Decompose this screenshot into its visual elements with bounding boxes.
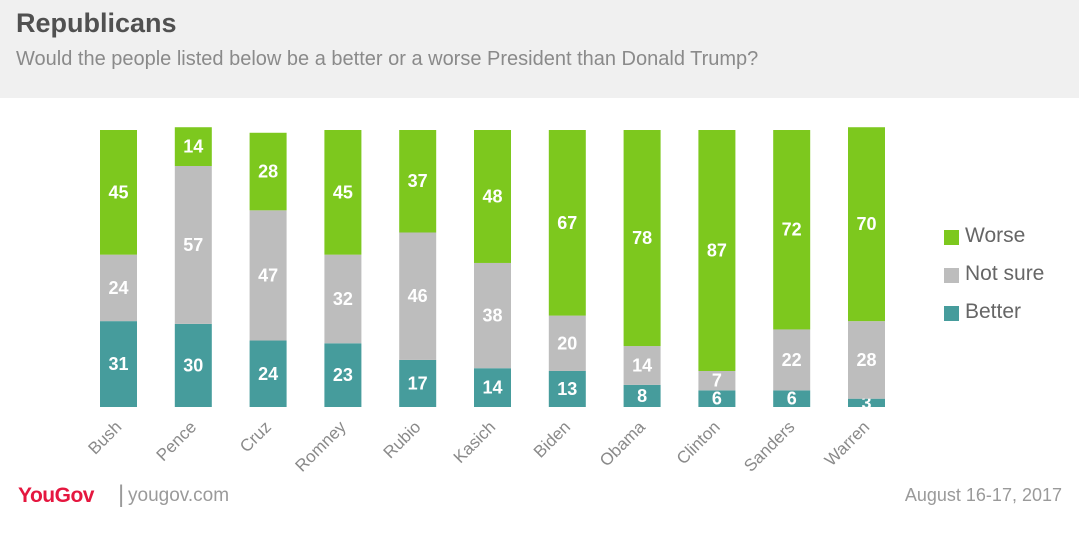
category-label-clinton: Clinton [673, 417, 724, 468]
data-label-bush-not-sure: 24 [108, 278, 128, 298]
category-label-pence: Pence [153, 417, 201, 465]
data-label-kasich-better: 14 [482, 378, 502, 398]
legend-label-better: Better [965, 300, 1022, 323]
bar-obama-worse [623, 130, 661, 347]
bar-obama-not-sure [623, 346, 661, 385]
data-label-cruz-better: 24 [258, 364, 278, 384]
bar-obama-better [623, 384, 661, 407]
data-label-pence-worse: 14 [183, 137, 203, 157]
data-label-clinton-better: 6 [712, 389, 722, 409]
category-label-kasich: Kasich [450, 417, 500, 467]
data-label-romney-worse: 45 [333, 182, 353, 202]
data-label-biden-worse: 67 [557, 213, 577, 233]
chart-subtitle: Would the people listed below be a bette… [16, 48, 759, 70]
data-label-sanders-better: 6 [787, 389, 797, 409]
bar-clinton-not-sure [698, 370, 736, 391]
bar-pence-better [174, 323, 212, 407]
category-label-romney: Romney [292, 417, 351, 476]
data-label-romney-better: 23 [333, 365, 353, 385]
category-label-bush: Bush [84, 417, 125, 458]
legend-label-worse: Worse [965, 224, 1026, 247]
data-label-kasich-worse: 48 [482, 186, 502, 206]
bar-romney-not-sure [324, 254, 362, 344]
bar-cruz-not-sure [249, 210, 287, 341]
data-label-warren-worse: 70 [856, 214, 876, 234]
bar-warren-worse [848, 127, 885, 322]
data-label-obama-better: 8 [637, 386, 647, 406]
data-label-cruz-worse: 28 [258, 162, 278, 182]
data-label-warren-better: 3 [861, 393, 871, 413]
legend-label-not-sure: Not sure [965, 262, 1045, 285]
data-label-biden-better: 13 [557, 379, 577, 399]
bar-clinton-better [698, 390, 736, 407]
data-label-obama-worse: 78 [632, 228, 652, 248]
category-label-rubio: Rubio [380, 417, 425, 462]
category-label-sanders: Sanders [740, 417, 798, 475]
bar-kasich-worse [474, 130, 511, 263]
bar-rubio-worse [399, 130, 437, 233]
bar-romney-better [324, 343, 362, 407]
data-label-pence-not-sure: 57 [183, 235, 203, 255]
yougov-logo: YouGov [18, 484, 94, 507]
bar-pence-not-sure [174, 166, 212, 324]
data-label-warren-not-sure: 28 [856, 350, 876, 370]
data-label-bush-better: 31 [108, 354, 128, 374]
bar-bush-not-sure [100, 254, 137, 322]
category-label-warren: Warren [821, 417, 873, 469]
data-label-clinton-worse: 87 [707, 240, 727, 260]
legend-swatch-better [944, 306, 959, 321]
bar-kasich-better [474, 368, 511, 407]
bar-romney-worse [324, 130, 362, 255]
footer-date: August 16-17, 2017 [904, 485, 1062, 505]
data-label-romney-not-sure: 32 [333, 289, 353, 309]
bar-kasich-not-sure [474, 262, 511, 369]
header-band: Republicans Would the people listed belo… [0, 0, 1079, 98]
chart-title: Republicans [16, 8, 177, 38]
data-label-clinton-not-sure: 7 [712, 371, 722, 391]
bar-cruz-better [249, 340, 287, 407]
bar-bush-worse [100, 130, 137, 255]
bar-bush-better [100, 321, 137, 407]
bar-biden-not-sure [548, 315, 586, 371]
bar-pence-worse [174, 127, 212, 167]
data-label-rubio-better: 17 [408, 373, 428, 393]
data-label-pence-better: 30 [183, 355, 203, 375]
bar-cruz-worse [249, 132, 287, 211]
data-label-cruz-not-sure: 47 [258, 265, 278, 285]
bar-rubio-not-sure [399, 232, 437, 360]
data-label-rubio-worse: 37 [408, 171, 428, 191]
bar-sanders-better [773, 390, 811, 407]
bar-warren-not-sure [848, 321, 885, 399]
bar-clinton-worse [698, 130, 736, 371]
data-label-obama-not-sure: 14 [632, 355, 652, 375]
footer-separator: | [118, 481, 125, 508]
data-label-sanders-not-sure: 22 [782, 350, 802, 370]
category-label-obama: Obama [596, 417, 649, 470]
data-label-sanders-worse: 72 [782, 220, 802, 240]
category-label-biden: Biden [530, 417, 574, 461]
legend-swatch-worse [944, 230, 959, 245]
data-label-bush-worse: 45 [108, 182, 128, 202]
bar-biden-worse [548, 130, 586, 316]
bar-rubio-better [399, 359, 437, 407]
footer-url: yougov.com [128, 485, 230, 506]
category-label-cruz: Cruz [236, 417, 275, 456]
data-label-kasich-not-sure: 38 [482, 306, 502, 326]
bar-sanders-worse [773, 130, 811, 330]
bar-sanders-not-sure [773, 329, 811, 391]
bar-warren-better [848, 398, 885, 407]
bar-biden-better [548, 370, 586, 407]
data-label-biden-not-sure: 20 [557, 333, 577, 353]
legend-swatch-not-sure [944, 268, 959, 283]
data-label-rubio-not-sure: 46 [408, 286, 428, 306]
